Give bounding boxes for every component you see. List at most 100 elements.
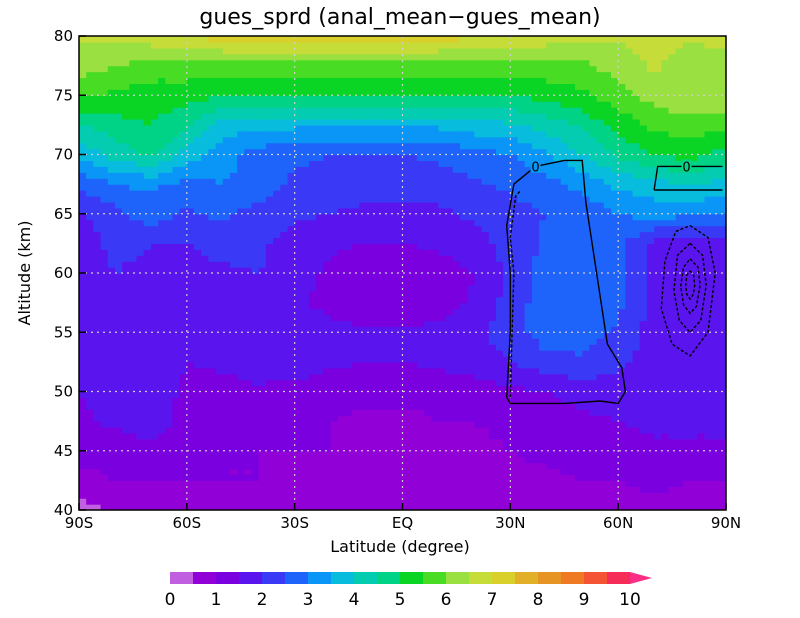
heatmap-cell bbox=[445, 326, 454, 333]
heatmap-cell bbox=[510, 296, 519, 304]
heatmap-cell bbox=[531, 492, 540, 499]
heatmap-cell bbox=[158, 184, 166, 191]
heatmap-cell bbox=[711, 379, 720, 387]
heatmap-cell bbox=[481, 213, 490, 221]
heatmap-cell bbox=[524, 243, 533, 250]
heatmap-cell bbox=[416, 195, 425, 203]
heatmap-cell bbox=[229, 498, 238, 505]
heatmap-cell bbox=[711, 273, 720, 280]
heatmap-cell bbox=[251, 219, 260, 227]
heatmap-cell bbox=[567, 403, 576, 410]
heatmap-cell bbox=[165, 296, 174, 304]
heatmap-cell bbox=[280, 237, 289, 244]
heatmap-cell bbox=[143, 195, 152, 203]
heatmap-cell bbox=[344, 326, 353, 333]
heatmap-cell bbox=[654, 498, 662, 505]
heatmap-cell bbox=[690, 207, 698, 215]
heatmap-cell bbox=[424, 201, 432, 209]
heatmap-cell bbox=[359, 195, 368, 203]
heatmap-cell bbox=[258, 350, 267, 357]
heatmap-cell bbox=[280, 409, 289, 416]
heatmap-cell bbox=[208, 308, 217, 316]
heatmap-cell bbox=[244, 195, 253, 203]
heatmap-cell bbox=[380, 486, 389, 493]
heatmap-cell bbox=[122, 195, 130, 203]
heatmap-cell bbox=[445, 213, 454, 221]
heatmap-cell bbox=[143, 421, 152, 428]
heatmap-cell bbox=[596, 267, 605, 274]
heatmap-cell bbox=[661, 219, 670, 227]
heatmap-cell bbox=[93, 409, 102, 416]
heatmap-cell bbox=[373, 284, 382, 292]
heatmap-cell bbox=[316, 438, 325, 446]
heatmap-cell bbox=[330, 355, 339, 363]
heatmap-cell bbox=[251, 326, 260, 333]
heatmap-cell bbox=[201, 243, 209, 250]
heatmap-cell bbox=[287, 195, 296, 203]
heatmap-cell bbox=[150, 379, 159, 387]
heatmap-cell bbox=[208, 332, 217, 339]
heatmap-cell bbox=[438, 219, 447, 227]
heatmap-cell bbox=[158, 225, 166, 233]
heatmap-cell bbox=[388, 178, 396, 185]
heatmap-cell bbox=[366, 225, 375, 233]
heatmap-cell bbox=[409, 444, 418, 452]
heatmap-cell bbox=[122, 391, 130, 399]
heatmap-cell bbox=[460, 403, 468, 410]
heatmap-cell bbox=[467, 361, 475, 369]
heatmap-cell bbox=[488, 421, 497, 428]
heatmap-cell bbox=[158, 308, 166, 316]
heatmap-cell bbox=[215, 409, 224, 416]
heatmap-cell bbox=[603, 367, 612, 375]
heatmap-cell bbox=[129, 290, 138, 298]
heatmap-cell bbox=[445, 468, 454, 476]
heatmap-cell bbox=[79, 427, 87, 434]
heatmap-cell bbox=[150, 320, 159, 327]
heatmap-cell bbox=[251, 314, 260, 321]
heatmap-cell bbox=[301, 379, 310, 387]
heatmap-cell bbox=[265, 308, 274, 316]
heatmap-cell bbox=[474, 361, 483, 369]
heatmap-cell bbox=[273, 332, 281, 339]
heatmap-cell bbox=[158, 415, 166, 422]
heatmap-cell bbox=[316, 344, 325, 351]
heatmap-cell bbox=[344, 190, 353, 197]
heatmap-cell bbox=[215, 302, 224, 310]
heatmap-cell bbox=[646, 338, 655, 345]
heatmap-cell bbox=[100, 332, 109, 339]
heatmap-cell bbox=[697, 397, 706, 404]
heatmap-cell bbox=[697, 201, 706, 209]
heatmap-cell bbox=[107, 415, 116, 422]
heatmap-cell bbox=[380, 438, 389, 446]
heatmap-cell bbox=[330, 403, 339, 410]
heatmap-cell bbox=[373, 456, 382, 464]
heatmap-cell bbox=[661, 397, 670, 404]
heatmap-cell bbox=[517, 444, 526, 452]
heatmap-cell bbox=[560, 403, 569, 410]
heatmap-cell bbox=[553, 373, 562, 381]
heatmap-cell bbox=[460, 237, 468, 244]
heatmap-cell bbox=[697, 492, 706, 499]
heatmap-cell bbox=[222, 498, 231, 505]
heatmap-cell bbox=[107, 486, 116, 493]
heatmap-cell bbox=[560, 284, 569, 292]
heatmap-cell bbox=[280, 231, 289, 239]
heatmap-cell bbox=[409, 267, 418, 274]
heatmap-cell bbox=[388, 421, 396, 428]
heatmap-cell bbox=[79, 397, 87, 404]
heatmap-cell bbox=[129, 379, 138, 387]
heatmap-cell bbox=[93, 367, 102, 375]
heatmap-cell bbox=[294, 207, 303, 215]
heatmap-cell bbox=[309, 474, 317, 481]
heatmap-cell bbox=[546, 201, 555, 209]
heatmap-cell bbox=[452, 308, 461, 316]
heatmap-cell bbox=[639, 219, 648, 227]
heatmap-cell bbox=[517, 373, 526, 381]
heatmap-cell bbox=[215, 178, 224, 185]
heatmap-cell bbox=[186, 403, 195, 410]
heatmap-cell bbox=[79, 190, 87, 197]
heatmap-cell bbox=[618, 355, 626, 363]
heatmap-cell bbox=[697, 255, 706, 262]
heatmap-cell bbox=[503, 397, 511, 404]
heatmap-cell bbox=[251, 498, 260, 505]
